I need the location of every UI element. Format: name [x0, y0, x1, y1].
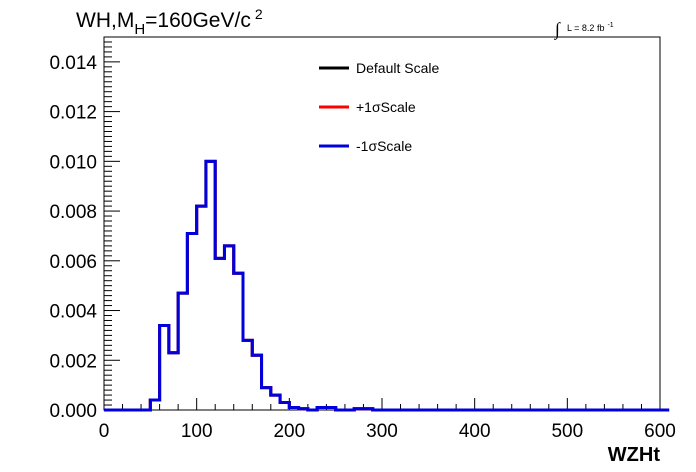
plot-frame — [103, 36, 661, 411]
y-tick-label: 0.006 — [49, 252, 97, 273]
x-tick-label: 0 — [99, 421, 110, 442]
x-axis-label: WZHt — [608, 444, 661, 466]
y-tick-label: 0.008 — [49, 202, 97, 223]
y-tick-label: 0.014 — [49, 53, 97, 74]
series-layer — [104, 159, 670, 412]
integral-symbol: ∫ — [554, 19, 561, 40]
series-line-2 — [104, 159, 670, 412]
y-tick-label: 0.002 — [49, 351, 97, 372]
y-tick-label: 0.000 — [49, 401, 97, 422]
y-tick-label: 0.004 — [49, 302, 97, 323]
x-tick-label: 500 — [551, 421, 583, 442]
x-tick-label: 600 — [644, 421, 676, 442]
legend-entry-1: +1σScale — [356, 99, 416, 115]
y-axis: 0.000 0.002 0.004 0.006 0.008 0.010 0.012 0.014 — [49, 36, 120, 422]
x-tick-label: 200 — [273, 421, 305, 442]
y-tick-label: 0.010 — [49, 152, 97, 173]
luminosity-label: L = 8.2 fb -1 — [567, 22, 614, 33]
x-tick-label: 400 — [459, 421, 491, 442]
x-axis: 0 100 200 300 400 500 600 — [99, 398, 676, 442]
x-tick-label: 100 — [181, 421, 213, 442]
legend-entry-2: -1σScale — [356, 138, 412, 154]
x-tick-label: 300 — [366, 421, 398, 442]
chart-title: WH,MH=160GeV/c 2 — [76, 6, 263, 38]
legend: Default Scale +1σScale -1σScale — [319, 60, 439, 154]
y-tick-label: 0.012 — [49, 103, 97, 124]
legend-entry-0: Default Scale — [356, 60, 439, 76]
